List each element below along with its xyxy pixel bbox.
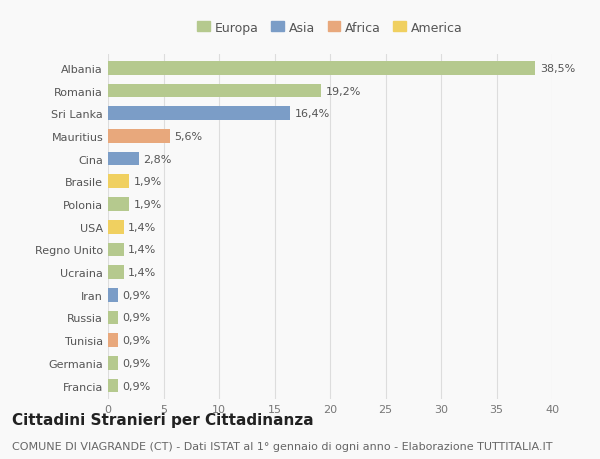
Text: 1,4%: 1,4% <box>128 222 156 232</box>
Bar <box>108 62 535 75</box>
Text: COMUNE DI VIAGRANDE (CT) - Dati ISTAT al 1° gennaio di ogni anno - Elaborazione : COMUNE DI VIAGRANDE (CT) - Dati ISTAT al… <box>12 441 553 451</box>
Text: 16,4%: 16,4% <box>295 109 330 119</box>
Bar <box>108 198 129 211</box>
Bar <box>108 243 124 257</box>
Bar <box>108 334 118 347</box>
Bar <box>108 356 118 370</box>
Bar <box>108 84 321 98</box>
Legend: Europa, Asia, Africa, America: Europa, Asia, Africa, America <box>193 17 467 39</box>
Text: 1,9%: 1,9% <box>134 200 162 210</box>
Bar <box>108 266 124 279</box>
Text: Cittadini Stranieri per Cittadinanza: Cittadini Stranieri per Cittadinanza <box>12 413 314 428</box>
Text: 1,4%: 1,4% <box>128 245 156 255</box>
Text: 38,5%: 38,5% <box>540 64 575 73</box>
Bar <box>108 130 170 143</box>
Text: 0,9%: 0,9% <box>122 336 151 346</box>
Text: 2,8%: 2,8% <box>143 154 172 164</box>
Bar <box>108 175 129 189</box>
Text: 5,6%: 5,6% <box>175 132 203 142</box>
Bar <box>108 288 118 302</box>
Text: 19,2%: 19,2% <box>326 86 361 96</box>
Text: 0,9%: 0,9% <box>122 358 151 368</box>
Text: 0,9%: 0,9% <box>122 313 151 323</box>
Text: 1,9%: 1,9% <box>134 177 162 187</box>
Bar <box>108 152 139 166</box>
Text: 0,9%: 0,9% <box>122 381 151 391</box>
Text: 0,9%: 0,9% <box>122 290 151 300</box>
Bar <box>108 379 118 392</box>
Bar <box>108 220 124 234</box>
Bar <box>108 311 118 325</box>
Text: 1,4%: 1,4% <box>128 268 156 278</box>
Bar <box>108 107 290 121</box>
